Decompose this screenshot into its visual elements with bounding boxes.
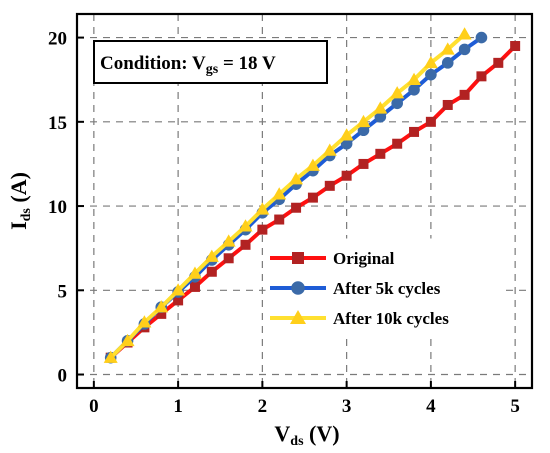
data-point-original — [156, 308, 167, 319]
data-point-after-10k-cycles — [356, 114, 371, 128]
x-axis-title-unit: (V) — [304, 421, 340, 446]
y-tick-label: 5 — [58, 281, 68, 302]
data-point-after-10k-cycles — [221, 234, 236, 247]
data-point-after-5k-cycles — [408, 84, 420, 96]
x-axis-title: Vds (V) — [274, 421, 339, 449]
data-point-after-10k-cycles — [305, 158, 320, 171]
condition-annotation-text: Condition: Vgs = 18 V — [100, 53, 276, 77]
condition-annotation: Condition: Vgs = 18 V — [93, 40, 328, 84]
data-point-original — [375, 148, 386, 159]
data-point-original — [324, 180, 335, 191]
data-point-original — [307, 192, 318, 203]
data-point-original — [510, 41, 521, 52]
legend-item-after-5k-cycles: After 5k cycles — [270, 279, 441, 298]
data-point-original — [442, 99, 453, 110]
series-layer — [103, 27, 521, 364]
series-original — [105, 41, 521, 363]
legend: Original After 5k cycles After 10k cycles — [265, 238, 501, 339]
data-point-original — [358, 158, 369, 169]
data-point-after-10k-cycles — [339, 128, 354, 141]
data-point-after-5k-cycles — [340, 137, 353, 150]
data-point-original — [476, 71, 487, 82]
legend-item-after-10k-cycles: After 10k cycles — [270, 309, 449, 328]
data-point-after-10k-cycles — [272, 187, 287, 200]
legend-label: After 10k cycles — [333, 309, 449, 328]
x-tick-label: 5 — [510, 396, 520, 417]
legend-swatch-marker — [290, 310, 306, 324]
data-point-original — [223, 253, 234, 264]
legend-label: After 5k cycles — [333, 279, 441, 298]
condition-subscript: gs — [206, 62, 219, 77]
series-line-after-10k-cycles — [109, 32, 466, 360]
data-point-original — [189, 281, 200, 292]
data-point-original — [257, 224, 268, 235]
data-point-original — [341, 170, 352, 181]
data-point-after-5k-cycles — [425, 68, 437, 81]
data-point-after-10k-cycles — [390, 86, 405, 99]
condition-annotation-box — [93, 40, 328, 84]
data-point-original — [425, 116, 436, 127]
data-point-original — [206, 266, 217, 277]
data-point-after-5k-cycles — [357, 124, 370, 137]
data-point-original — [493, 57, 504, 68]
data-point-after-10k-cycles — [322, 143, 337, 156]
data-point-after-10k-cycles — [103, 350, 118, 363]
data-point-after-5k-cycles — [458, 43, 471, 56]
data-point-after-5k-cycles — [374, 110, 387, 123]
data-point-after-10k-cycles — [238, 219, 253, 232]
data-point-after-10k-cycles — [154, 300, 169, 313]
data-point-original — [173, 295, 184, 306]
data-point-original — [409, 126, 420, 137]
x-tick-label: 3 — [342, 396, 352, 417]
y-axis-title-main: I — [6, 221, 31, 230]
data-point-after-5k-cycles — [441, 57, 454, 69]
data-point-original — [274, 214, 285, 225]
data-point-original — [392, 138, 403, 149]
x-axis-title-main: V — [274, 421, 290, 446]
x-tick-label: 2 — [258, 396, 268, 417]
condition-prefix: Condition: V — [100, 53, 206, 74]
data-point-after-10k-cycles — [289, 172, 304, 185]
y-tick-label: 15 — [48, 113, 67, 134]
y-axis-title-unit: (A) — [6, 172, 31, 208]
plot-frame — [75, 12, 534, 390]
legend-swatch-marker — [292, 252, 304, 264]
data-point-original — [240, 239, 251, 250]
data-point-after-10k-cycles — [137, 315, 152, 328]
axis-ticks: 0 1 2 3 4 5 0 5 10 15 20 — [48, 29, 520, 417]
data-point-after-10k-cycles — [423, 55, 438, 69]
data-point-after-10k-cycles — [204, 249, 219, 262]
data-point-original — [459, 89, 470, 100]
data-point-after-10k-cycles — [187, 266, 202, 279]
legend-swatch-marker — [291, 281, 305, 295]
data-point-after-10k-cycles — [407, 72, 422, 85]
y-axis-title: Ids (A) — [6, 172, 34, 230]
condition-suffix: = 18 V — [218, 53, 276, 74]
x-axis-title-sub: ds — [290, 434, 304, 449]
data-point-after-10k-cycles — [457, 27, 472, 40]
data-point-after-5k-cycles — [475, 31, 488, 44]
series-after-10k-cycles — [103, 27, 472, 363]
y-axis-title-sub: ds — [19, 208, 34, 222]
y-tick-label: 10 — [48, 197, 67, 218]
x-tick-label: 0 — [89, 396, 99, 417]
data-point-after-10k-cycles — [255, 202, 270, 215]
data-point-after-10k-cycles — [171, 283, 186, 296]
y-tick-label: 0 — [58, 366, 68, 387]
data-point-after-10k-cycles — [440, 42, 455, 55]
legend-item-original: Original — [270, 249, 395, 268]
data-point-after-10k-cycles — [373, 101, 388, 114]
x-tick-label: 1 — [173, 396, 183, 417]
data-point-after-5k-cycles — [391, 97, 403, 110]
y-tick-label: 20 — [48, 29, 67, 50]
x-tick-label: 4 — [426, 396, 436, 417]
data-point-after-10k-cycles — [120, 333, 135, 347]
data-point-original — [291, 202, 302, 213]
legend-label: Original — [333, 249, 395, 268]
